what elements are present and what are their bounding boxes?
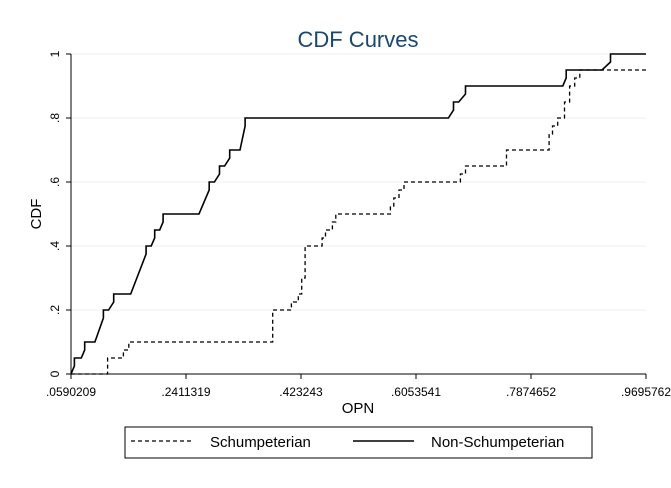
legend-label-non-schumpeterian: Non-Schumpeterian	[431, 434, 564, 451]
axes: 0 .2 .4 .6 .8 1 .0590209 .2411319 .423243 .605354…	[46, 50, 671, 399]
y-tick-label-2: .4	[48, 241, 62, 251]
plot-area	[70, 53, 646, 375]
series-line-schumpeterian	[71, 69, 646, 375]
x-tick-label-0: .0590209	[46, 385, 96, 399]
y-tick-label-3: .6	[48, 177, 62, 187]
y-tick-label-0: 0	[48, 370, 62, 377]
chart-title: CDF Curves	[297, 27, 418, 52]
legend: Schumpeterian Non-Schumpeterian	[124, 426, 593, 459]
x-tick-label-2: .423243	[279, 385, 323, 399]
x-tick-label-3: .6053541	[391, 385, 441, 399]
y-tick-label-1: .2	[48, 305, 62, 315]
x-axis-label: OPN	[342, 400, 375, 417]
series-line-non-schumpeterian	[70, 53, 646, 375]
y-axis-label: CDF	[28, 199, 45, 230]
y-tick-label-5: 1	[48, 50, 62, 57]
y-tick-label-4: .8	[48, 113, 62, 123]
x-tick-label-5: .9695762	[621, 385, 671, 399]
x-tick-label-4: .7874652	[506, 385, 556, 399]
x-tick-label-1: .2411319	[161, 385, 210, 399]
legend-label-schumpeterian: Schumpeterian	[210, 434, 311, 451]
legend-box	[124, 426, 593, 459]
